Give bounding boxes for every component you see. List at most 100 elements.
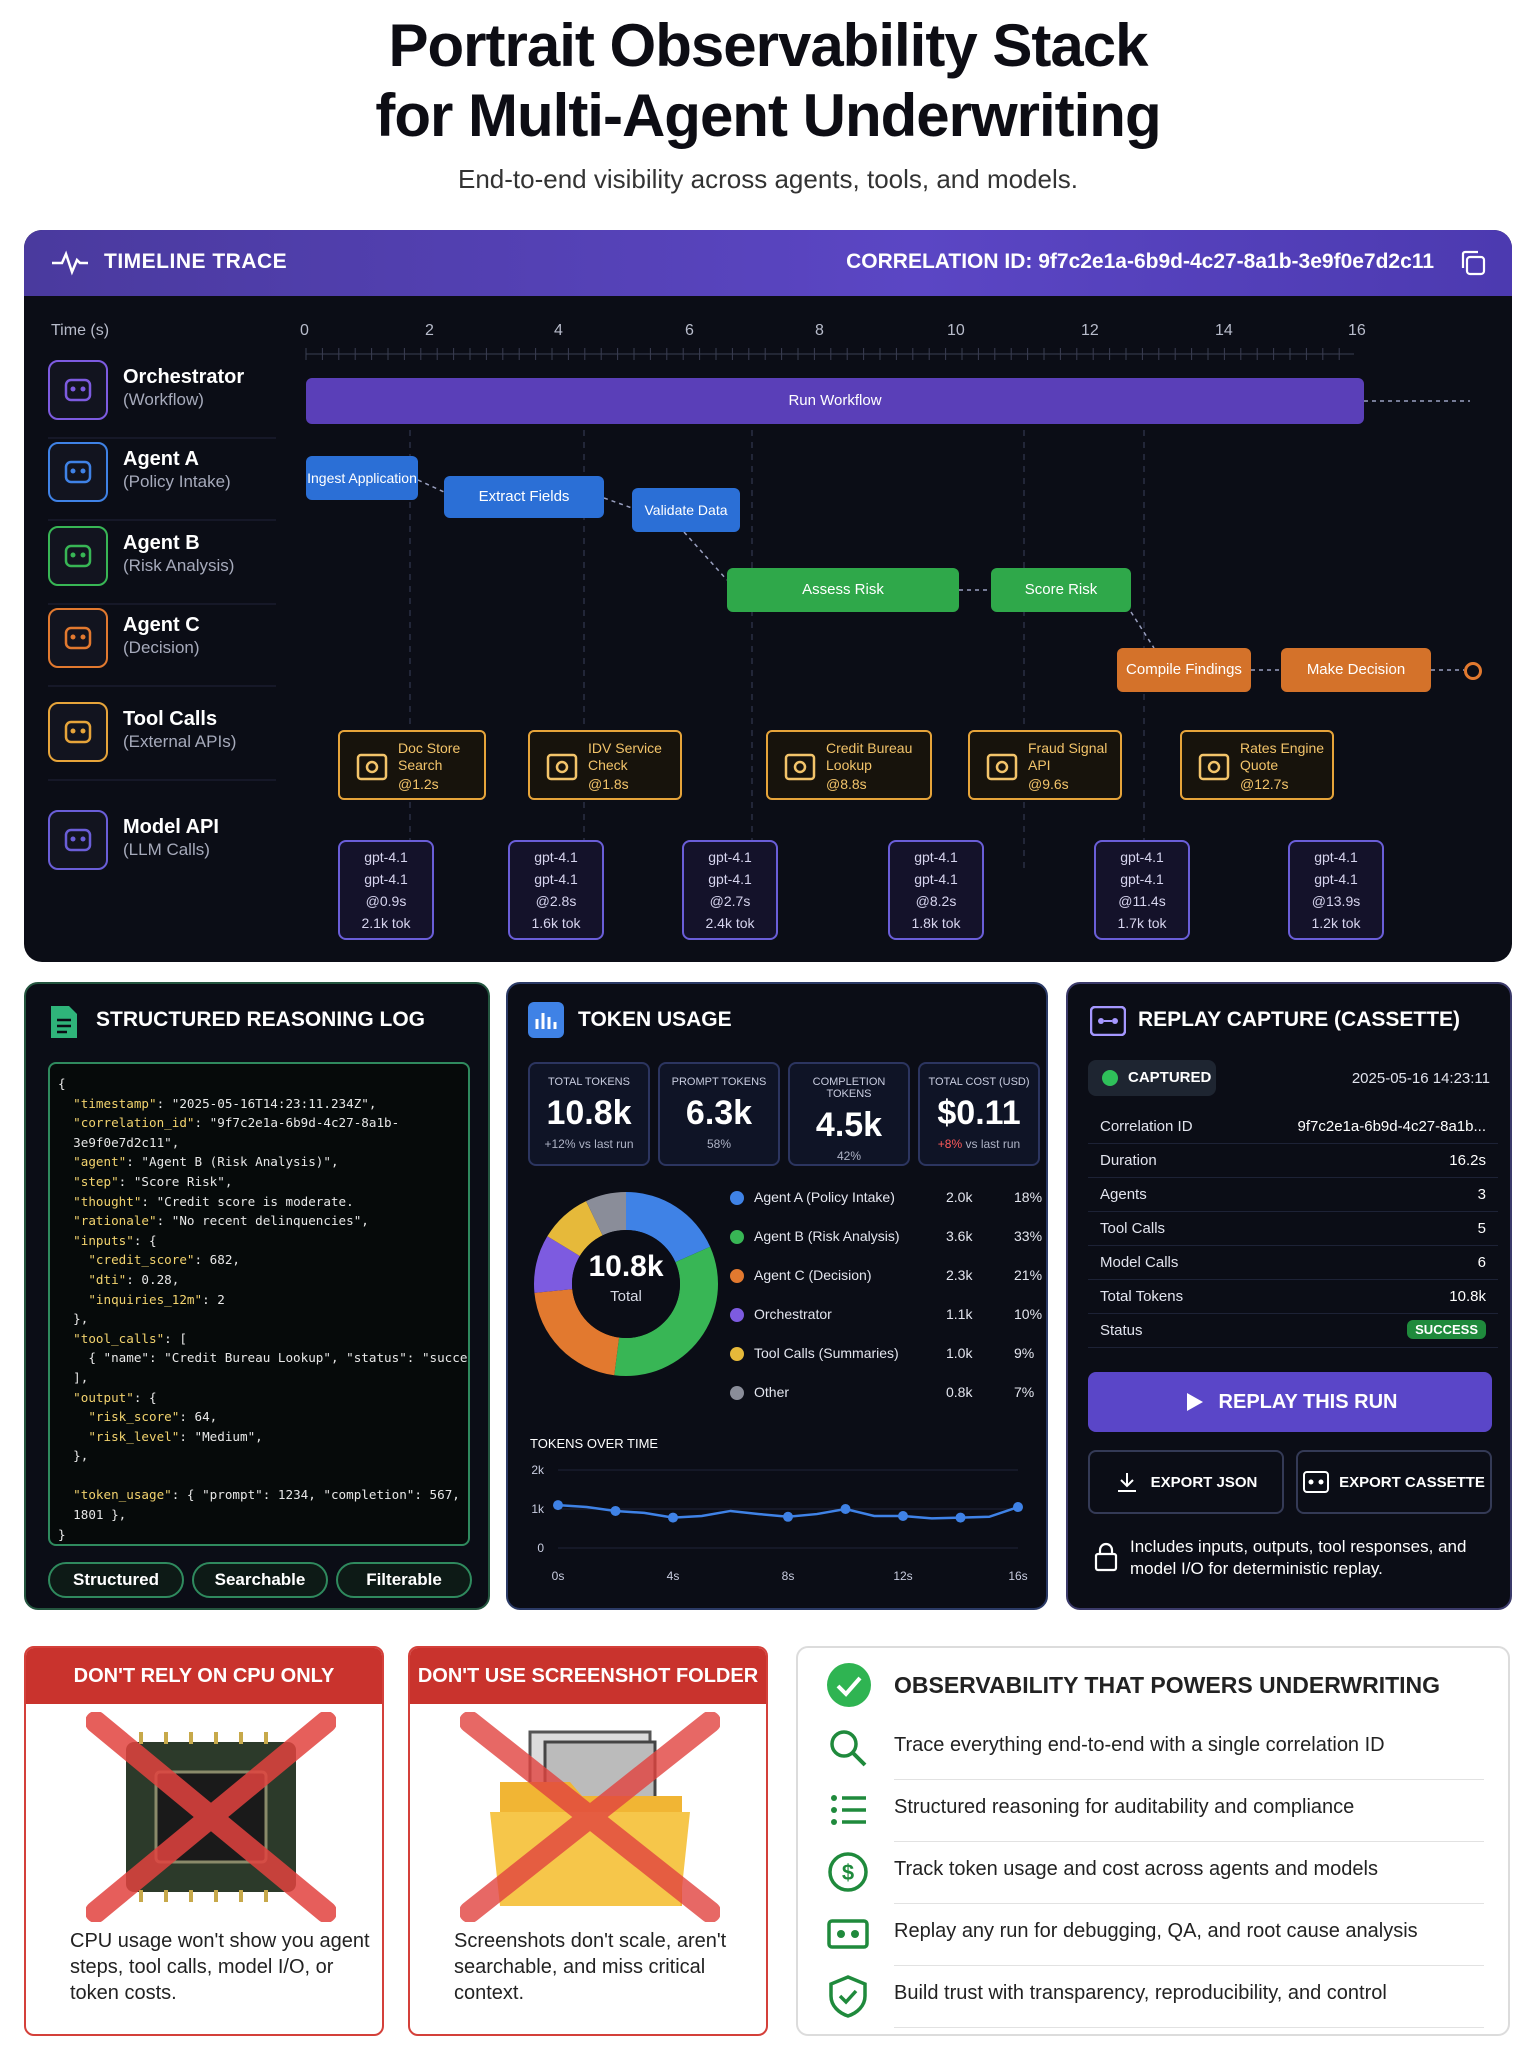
legend-value: 1.1k <box>946 1306 973 1322</box>
tool-call-3[interactable]: Fraud Signal API @9.6s <box>968 730 1122 800</box>
folder-icon <box>460 1712 720 1922</box>
log-line: "token_usage": { "prompt": 1234, "comple… <box>73 1487 468 1503</box>
stat-value: $0.11 <box>937 1094 1021 1132</box>
replay-row-status: Status SUCCESS <box>1088 1314 1498 1348</box>
tag-filterable[interactable]: Filterable <box>336 1562 472 1598</box>
benefit-item: Trace everything end-to-end with a singl… <box>894 1718 1484 1780</box>
tool-name: Doc Store Search <box>398 740 461 773</box>
tool-call-4[interactable]: Rates Engine Quote @12.7s <box>1180 730 1334 800</box>
legend-dot-icon <box>730 1230 744 1244</box>
correlation-id: CORRELATION ID: 9f7c2e1a-6b9d-4c27-8a1b-… <box>846 250 1434 273</box>
end-marker <box>1464 662 1482 680</box>
benefit-item: Structured reasoning for auditability an… <box>894 1780 1484 1842</box>
lock-icon <box>986 753 1018 781</box>
bar-assess-risk[interactable]: Assess Risk <box>727 568 959 612</box>
tag-structured[interactable]: Structured <box>48 1562 184 1598</box>
stat-label: TOTAL TOKENS <box>548 1076 630 1088</box>
model-t: @2.7s <box>709 893 751 909</box>
tool-call-1[interactable]: IDV Service Check @1.8s <box>528 730 682 800</box>
copy-icon[interactable] <box>1458 248 1488 278</box>
legend-name: Agent A (Policy Intake) <box>754 1189 895 1205</box>
legend-pct: 9% <box>1014 1345 1035 1361</box>
bar-make-decision[interactable]: Make Decision <box>1281 648 1431 692</box>
dont-cpu-title: DON'T RELY ON CPU ONLY <box>26 1648 382 1704</box>
model-call-0[interactable]: gpt-4.1 gpt-4.1 @0.9s 2.1k tok <box>338 840 434 940</box>
export-cassette-button[interactable]: EXPORT CASSETTE <box>1296 1450 1492 1514</box>
model-tok: 1.7k tok <box>1117 915 1167 931</box>
donut-slice <box>534 1289 620 1376</box>
donut-slice <box>534 1236 580 1293</box>
bar-run-workflow[interactable]: Run Workflow <box>306 378 1364 424</box>
stat-value: 6.3k <box>685 1094 753 1132</box>
replay-title: REPLAY CAPTURE (CASSETTE) <box>1138 1008 1461 1031</box>
log-line: ], <box>58 1369 89 1385</box>
log-line: }, <box>58 1311 89 1327</box>
legend-value: 3.6k <box>946 1228 973 1244</box>
x-tick-label: 0s <box>552 1569 565 1583</box>
y-tick-label: 1k <box>531 1502 545 1516</box>
tool-call-2[interactable]: Credit Bureau Lookup @8.8s <box>766 730 932 800</box>
legend-pct: 21% <box>1014 1267 1043 1283</box>
stat-delta-text: vs last run <box>962 1137 1021 1151</box>
legend-value: 1.0k <box>946 1345 973 1361</box>
model-t: @13.9s <box>1311 893 1361 909</box>
model-tok: 1.6k tok <box>531 915 581 931</box>
row-icon-model-api <box>48 810 108 870</box>
legend-name: Other <box>754 1384 790 1400</box>
tool-call-0[interactable]: Doc Store Search @1.2s <box>338 730 486 800</box>
bar-compile-findings[interactable]: Compile Findings <box>1117 648 1251 692</box>
bar-score-risk[interactable]: Score Risk <box>991 568 1131 612</box>
replay-card: REPLAY CAPTURE (CASSETTE) CAPTURED 2025-… <box>1066 982 1512 1610</box>
agent-icon <box>64 720 92 744</box>
json-log[interactable]: { "timestamp": "2025-05-16T14:23:11.234Z… <box>48 1062 470 1546</box>
tool-time: @1.2s <box>398 776 439 792</box>
log-line: "thought": "Credit score is moderate. <box>73 1193 354 1209</box>
export-json-label: EXPORT JSON <box>1150 1473 1258 1491</box>
svg-text:$: $ <box>842 1860 854 1885</box>
bar-validate-data[interactable]: Validate Data <box>632 488 740 532</box>
row-icon-agent-b <box>48 526 108 586</box>
model-call-1[interactable]: gpt-4.1 gpt-4.1 @2.8s 1.6k tok <box>508 840 604 940</box>
replay-key: Status <box>1100 1322 1143 1339</box>
row-name: Tool Calls <box>123 708 218 730</box>
token-usage-card: TOKEN USAGE TOTAL TOKENS 10.8k +12% vs las… <box>506 982 1048 1610</box>
legend-dot-icon <box>730 1269 744 1283</box>
model-call-2[interactable]: gpt-4.1 gpt-4.1 @2.7s 2.4k tok <box>682 840 778 940</box>
model-call-3[interactable]: gpt-4.1 gpt-4.1 @8.2s 1.8k tok <box>888 840 984 940</box>
stat-delta: +8% vs last run <box>920 1137 1038 1151</box>
benefit-item: Build trust with transparency, reproduci… <box>894 1966 1484 2028</box>
replay-run-button[interactable]: REPLAY THIS RUN <box>1088 1372 1492 1432</box>
row-icon-orchestrator <box>48 360 108 420</box>
model-t: @11.4s <box>1118 893 1166 909</box>
benefit-text: Trace everything end-to-end with a singl… <box>894 1734 1385 1756</box>
log-line: } <box>58 1526 66 1542</box>
timeline-title: TIMELINE TRACE <box>104 250 288 273</box>
export-json-button[interactable]: EXPORT JSON <box>1088 1450 1284 1514</box>
model-l1: gpt-4.1 <box>1314 849 1358 865</box>
replay-value: 16.2s <box>1449 1152 1486 1169</box>
legend-pct: 7% <box>1014 1384 1035 1400</box>
model-call-4[interactable]: gpt-4.1 gpt-4.1 @11.4s 1.7k tok <box>1094 840 1190 940</box>
benefit-text: Track token usage and cost across agents… <box>894 1858 1378 1880</box>
cpu-chip-icon <box>86 1712 336 1922</box>
tag-searchable[interactable]: Searchable <box>192 1562 328 1598</box>
bar-extract-fields[interactable]: Extract Fields <box>444 476 604 518</box>
legend-value: 0.8k <box>946 1384 973 1400</box>
model-call-5[interactable]: gpt-4.1 gpt-4.1 @13.9s 1.2k tok <box>1288 840 1384 940</box>
legend-item: Agent C (Decision) 2.3k 21% <box>730 1266 1043 1286</box>
legend-item: Orchestrator 1.1k 10% <box>730 1305 1042 1325</box>
replay-key: Total Tokens <box>1100 1288 1184 1305</box>
model-t: @2.8s <box>535 893 577 909</box>
row-name: Agent A <box>123 448 199 470</box>
row-name: Model API <box>123 816 219 838</box>
cassette-icon <box>1090 1006 1126 1036</box>
donut-label: Total <box>610 1288 642 1305</box>
legend-dot-icon <box>730 1347 744 1361</box>
log-line: "tool_calls": [ <box>73 1330 187 1346</box>
replay-key: Tool Calls <box>1100 1220 1166 1237</box>
stat-value: 4.5k <box>815 1106 883 1144</box>
log-line: "inquiries_12m": 2 <box>88 1291 225 1307</box>
model-l1: gpt-4.1 <box>534 849 578 865</box>
model-l2: gpt-4.1 <box>914 871 958 887</box>
bar-ingest-application[interactable]: Ingest Application <box>306 456 418 500</box>
